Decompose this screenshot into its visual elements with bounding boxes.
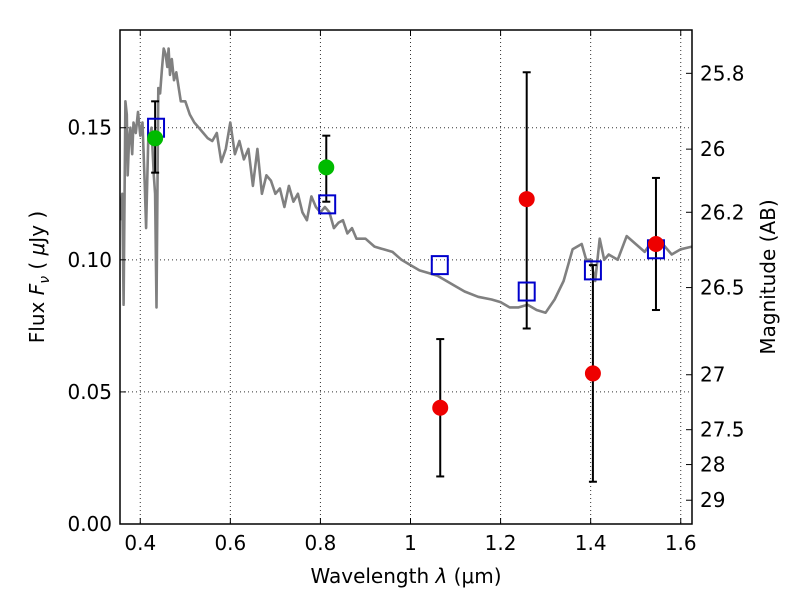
right-tick-label: 26.2 [700, 200, 745, 224]
detection-point [147, 130, 164, 147]
measurement-point [518, 191, 535, 208]
x-tick-label: 1 [404, 531, 417, 555]
right-tick-label: 26.5 [700, 276, 745, 300]
plot-content [120, 47, 692, 314]
y-tick-label: 0.00 [67, 512, 112, 536]
right-tick-label: 27 [700, 363, 725, 387]
y-tick-label: 0.05 [67, 380, 112, 404]
right-tick-label: 26 [700, 137, 725, 161]
y-tick-label: 0.10 [67, 248, 112, 272]
measurement-point [584, 365, 601, 382]
model-band-box [318, 194, 337, 215]
right-tick-label: 29 [700, 488, 725, 512]
right-tick-label: 25.8 [700, 61, 745, 85]
model-band-box [583, 260, 602, 281]
model-spectrum-line [120, 47, 692, 314]
right-tick-label: 28 [700, 453, 725, 477]
model-band-box [517, 281, 536, 302]
measurement-point [647, 235, 664, 252]
x-tick-label: 1.2 [485, 531, 517, 555]
model-band-box [430, 255, 449, 276]
right-tick-label: 27.5 [700, 418, 745, 442]
y-tick-label: 0.15 [67, 116, 112, 140]
y-axis-label: Flux Fν ( μJy ) [25, 211, 53, 343]
plot-area [120, 47, 692, 483]
detection-point [318, 159, 335, 176]
measurement-point [432, 399, 449, 416]
axes: 0.4 0.6 0.8 1 1.2 1.4 1.6 0.00 0.05 0.10 0.15 25.8 2… [67, 30, 745, 555]
x-tick-label: 1.6 [665, 531, 697, 555]
right-axis-label: Magnitude (AB) [756, 199, 780, 354]
x-tick-label: 1.4 [575, 531, 607, 555]
x-tick-label: 0.4 [124, 531, 156, 555]
x-tick-label: 0.8 [305, 531, 337, 555]
plot-frame [119, 29, 693, 525]
x-axis-label: Wavelength λ (μm) [310, 564, 501, 588]
x-tick-label: 0.6 [214, 531, 246, 555]
